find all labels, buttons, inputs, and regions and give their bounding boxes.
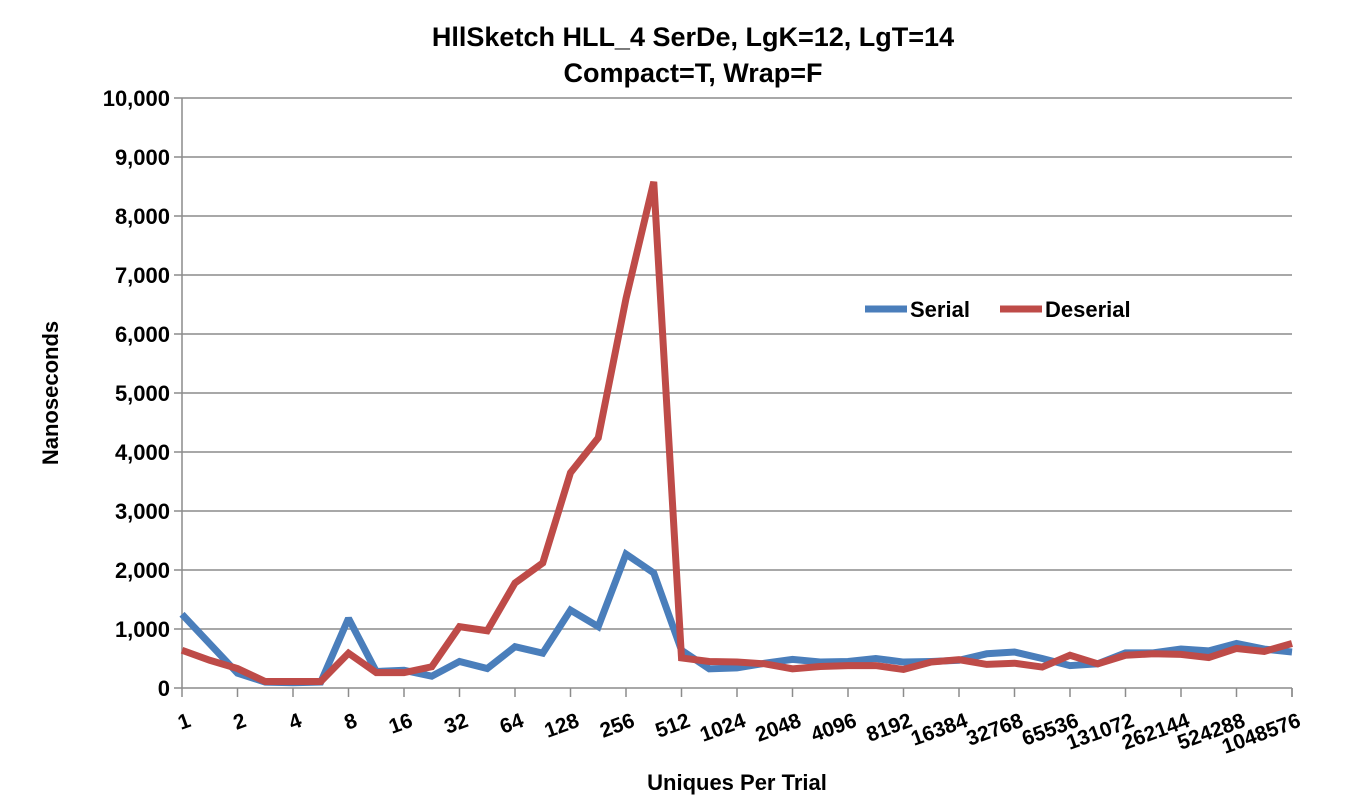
y-tick-label: 0 xyxy=(158,676,170,701)
x-tick-label: 512 xyxy=(652,709,693,743)
x-tick-label: 8192 xyxy=(863,709,915,747)
x-tick-label: 8 xyxy=(341,709,360,735)
x-tick-label: 128 xyxy=(541,709,582,743)
legend: Serial Deserial xyxy=(865,297,1131,322)
y-axis-label: Nanoseconds xyxy=(38,321,63,465)
x-tick-label: 1 xyxy=(175,709,194,735)
y-tick-label: 2,000 xyxy=(115,558,170,583)
y-tick-label: 9,000 xyxy=(115,145,170,170)
x-tick-label: 4096 xyxy=(808,709,860,747)
y-tick-label: 3,000 xyxy=(115,499,170,524)
legend-label-serial: Serial xyxy=(910,297,970,322)
legend-label-deserial: Deserial xyxy=(1045,297,1131,322)
chart-title-line-1: HllSketch HLL_4 SerDe, LgK=12, LgT=14 xyxy=(432,22,954,52)
x-tick-label: 32768 xyxy=(963,709,1026,751)
y-tick-label: 7,000 xyxy=(115,263,170,288)
y-tick-label: 10,000 xyxy=(103,86,170,111)
x-tick-label: 16384 xyxy=(908,709,971,751)
series-line-deserial xyxy=(180,180,1293,686)
y-tick-label: 5,000 xyxy=(115,381,170,406)
x-tick-label: 64 xyxy=(497,709,527,739)
x-tick-label: 4 xyxy=(286,709,305,735)
x-tick-label: 16 xyxy=(386,709,416,739)
y-tick-label: 4,000 xyxy=(115,440,170,465)
y-tick-label: 8,000 xyxy=(115,204,170,229)
x-tick-label: 1024 xyxy=(697,709,749,747)
x-tick-label: 2048 xyxy=(752,709,804,747)
x-tick-label: 2 xyxy=(230,709,249,735)
y-tick-label: 1,000 xyxy=(115,617,170,642)
y-tick-label: 6,000 xyxy=(115,322,170,347)
x-tick-label: 256 xyxy=(597,709,638,743)
x-axis-label: Uniques Per Trial xyxy=(647,770,827,795)
x-tick-label: 32 xyxy=(441,709,471,739)
chart-title-line-2: Compact=T, Wrap=F xyxy=(563,58,822,88)
